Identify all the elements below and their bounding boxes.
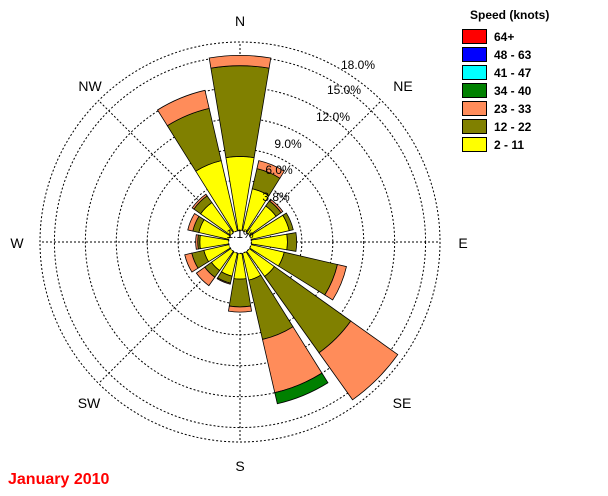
wedge-ese-23-33 [324,264,347,301]
legend-label: 41 - 47 [494,65,532,80]
grid-ring [115,117,365,367]
wedge-ne-23-33 [268,198,284,214]
wedge-nw-23-33 [191,193,208,210]
calm-circle [228,230,252,254]
wedge-n-23-33 [208,55,272,69]
legend-row: 48 - 63 [462,46,602,63]
ring-label: 9.0% [274,137,302,151]
legend-label: 64+ [494,29,515,44]
compass-label-sw: SW [78,395,101,411]
legend-swatch [462,47,487,62]
legend-swatch [462,83,487,98]
legend-swatch [462,119,487,134]
wedge-wsw-23-33 [184,252,199,273]
legend-row: 23 - 33 [462,100,602,117]
wedge-sse-34-40 [274,372,329,405]
legend-swatch [462,101,487,116]
ring-label: 12.0% [316,110,350,124]
legend-row: 41 - 47 [462,64,602,81]
wedge-nnw-23-33 [156,89,210,127]
wedge-sw-23-33 [195,266,216,287]
compass-label-n: N [235,13,245,29]
wedge-ene-12-22 [282,212,294,232]
wedge-ssw-23-33 [216,277,231,285]
wedge-s-12-22 [228,278,252,308]
ring-label: 1.1% [226,227,254,241]
wedge-wnw-23-33 [187,213,200,232]
wedge-n-12-22 [210,65,270,159]
compass-label-e: E [458,235,467,251]
compass-label-ne: NE [393,78,412,94]
wedge-se-23-33 [318,320,399,401]
legend-label: 12 - 22 [494,119,532,134]
legend-label: 23 - 33 [494,101,532,116]
legend-row: 34 - 40 [462,82,602,99]
legend-label: 48 - 63 [494,47,532,62]
legend-title: Speed (knots) [470,8,550,22]
legend-row: 64+ [462,28,602,45]
compass-label-nw: NW [78,78,102,94]
legend-row: 2 - 11 [462,136,602,153]
legend-label: 34 - 40 [494,83,532,98]
wedge-w-23-33 [195,234,199,250]
legend-rows: 64+ 48 - 63 41 - 47 34 - 40 23 - 33 12 - 22 2 … [462,28,602,153]
legend-label: 2 - 11 [494,137,525,152]
wedges [156,55,399,405]
ring-label: 3.8% [262,190,290,204]
grid-outer-ring [39,41,441,443]
caption: January 2010 [8,471,110,488]
wedge-nne-23-33 [256,160,285,179]
compass-label-s: S [235,458,244,474]
wedge-e-12-22 [286,232,298,252]
ring-label: 6.0% [265,163,293,177]
legend-swatch [462,65,487,80]
ring-label: 15.0% [327,83,361,97]
legend: Speed (knots) 64+ 48 - 63 41 - 47 34 - 40 23… [462,8,602,154]
legend-swatch [462,29,487,44]
compass-label-se: SE [393,395,412,411]
compass-label-w: W [10,235,24,251]
ring-label: 18.0% [341,58,375,72]
legend-row: 12 - 22 [462,118,602,135]
wedge-s-23-33 [227,305,253,313]
legend-swatch [462,137,487,152]
